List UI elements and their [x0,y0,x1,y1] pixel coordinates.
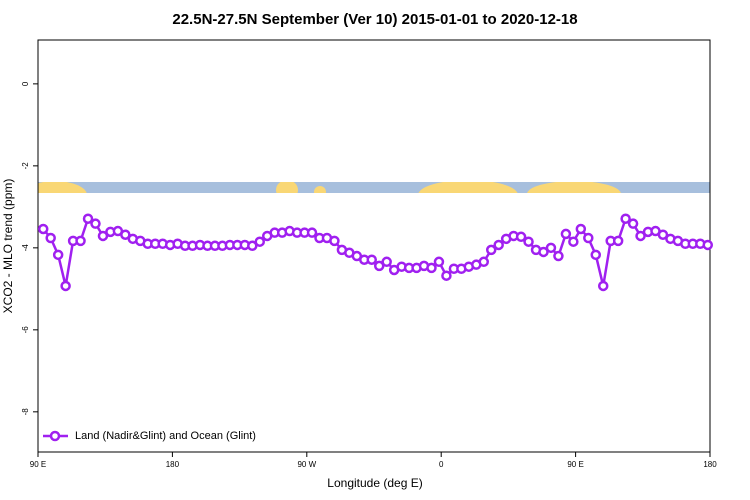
data-point [247,240,258,252]
data-point [545,242,557,254]
data-point [597,280,609,292]
x-tick-label: 180 [703,460,717,469]
data-point [590,249,602,261]
x-tick-label: 90 E [567,460,583,469]
data-point [82,213,94,224]
data-point [75,235,86,247]
data-point [702,239,714,251]
data-point [478,256,490,268]
x-tick-label: 0 [439,460,444,469]
data-point [366,254,378,265]
data-point [97,230,109,242]
data-point [120,229,131,240]
legend-label: Land (Nadir&Glint) and Ocean (Glint) [75,430,256,442]
y-tick-label: -4 [21,244,30,252]
y-axis-label: XCO2 - MLO trend (ppm) [1,179,15,314]
data-point [612,235,624,247]
y-tick-label: 0 [21,81,30,86]
data-point [373,260,385,272]
data-line [42,216,708,287]
data-point [90,218,101,229]
data-point [583,232,594,244]
data-point [620,213,631,224]
x-tick-label: 180 [166,460,180,469]
data-point [553,250,564,262]
x-axis-label: Longitude (deg E) [327,476,422,490]
x-tick-label: 90 E [30,460,46,469]
data-point [538,246,549,258]
data-point [426,262,437,274]
data-point [560,228,572,240]
x-tick-label: 90 W [297,460,316,469]
data-point [381,256,392,268]
data-point [52,249,64,261]
data-point [254,236,266,247]
y-tick-label: -8 [21,408,30,416]
data-point [60,280,71,292]
y-tick-label: -6 [21,326,30,334]
data-point [568,236,579,247]
legend-marker [49,430,61,442]
data-point [441,270,452,281]
data-point [37,223,49,235]
land-ocean-strip [38,182,710,193]
data-point [329,235,340,247]
data-point [635,230,646,242]
data-point [433,256,445,268]
data-point [45,232,56,244]
data-point [575,223,587,235]
data-point [493,239,504,251]
data-point [306,227,318,238]
data-point [523,236,534,247]
data-point [515,231,527,243]
chart-title: 22.5N-27.5N September (Ver 10) 2015-01-0… [172,11,577,28]
data-point [627,218,639,229]
y-tick-label: -2 [21,162,30,170]
data-point [657,229,669,240]
data-point [485,244,497,256]
